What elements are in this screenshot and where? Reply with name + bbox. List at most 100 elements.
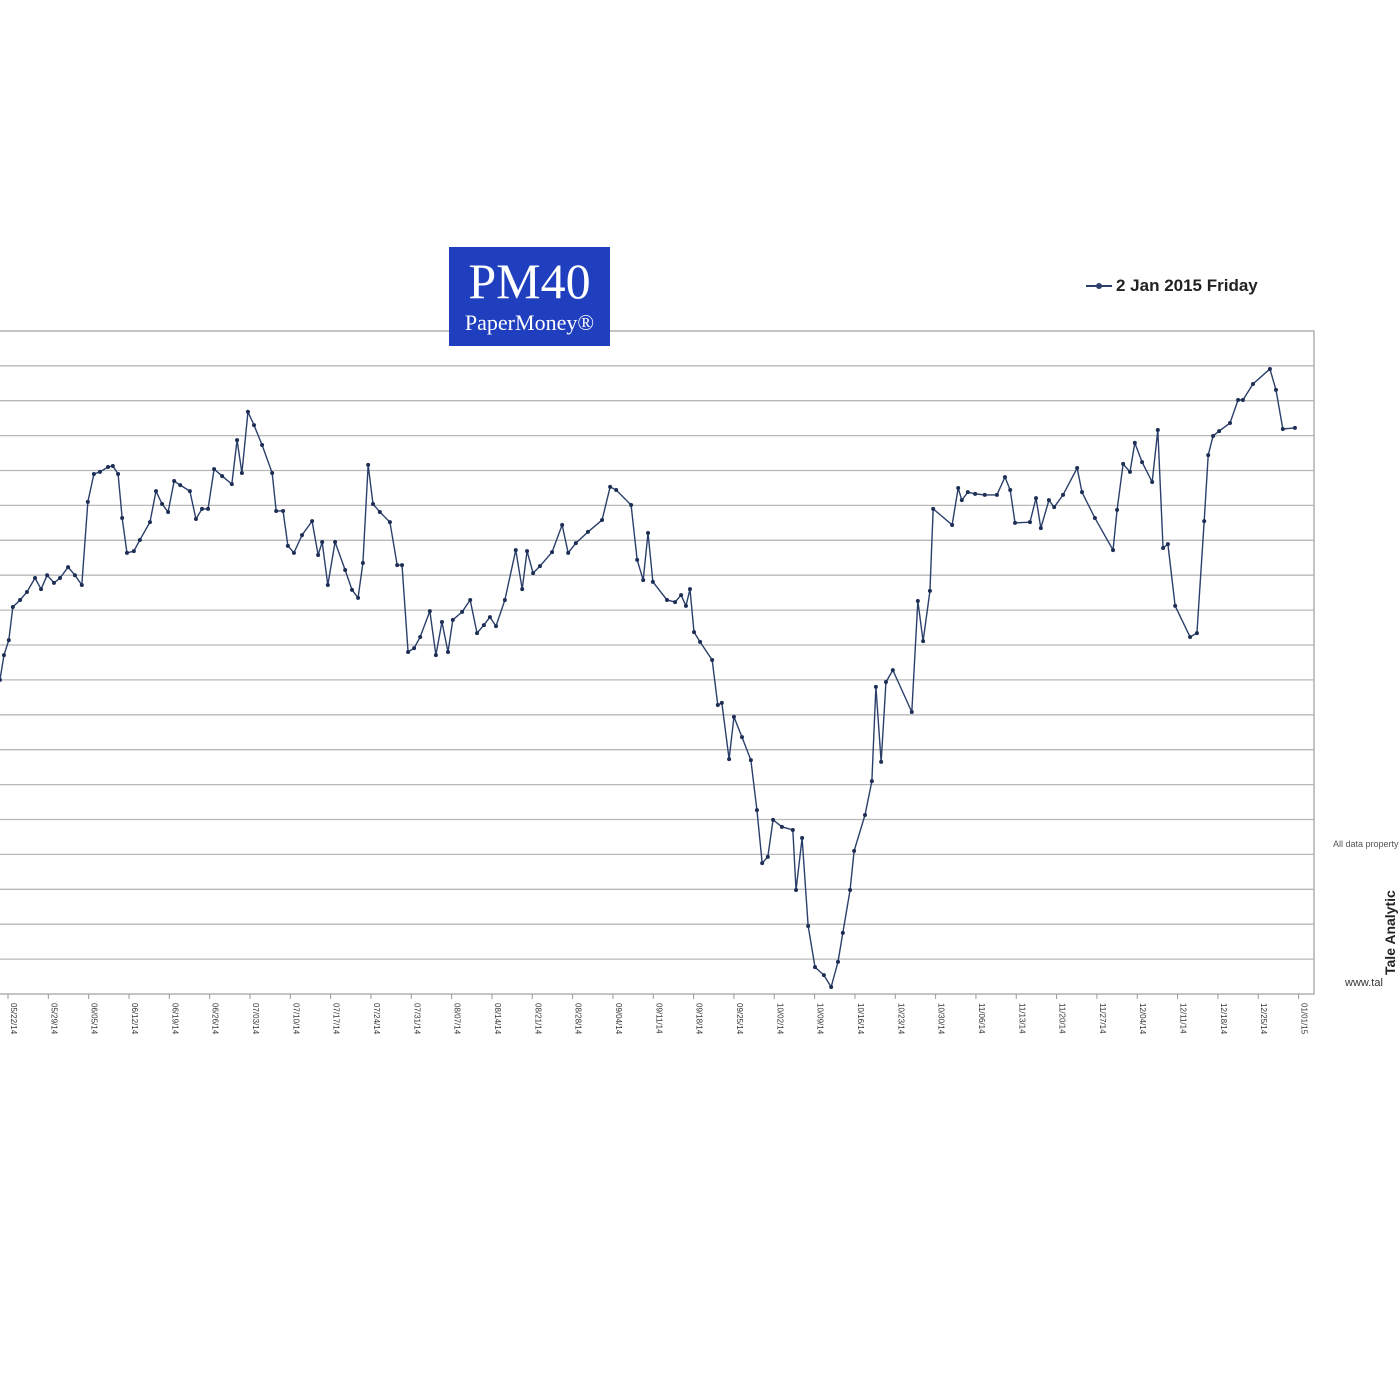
data-point: [400, 563, 405, 568]
data-point: [715, 703, 720, 708]
data-point: [635, 557, 640, 562]
x-tick-label: 12/25/14: [1259, 1003, 1268, 1035]
data-point: [525, 549, 530, 554]
data-point: [51, 580, 56, 585]
data-point: [727, 757, 732, 762]
data-point: [260, 443, 265, 448]
data-point: [356, 595, 361, 600]
x-tick-label: 05/22/14: [9, 1003, 18, 1035]
data-point: [154, 489, 159, 494]
data-point: [475, 631, 480, 636]
x-tick-label: 01/01/15: [1300, 1003, 1309, 1035]
data-point: [285, 543, 290, 548]
data-point: [629, 503, 634, 508]
data-point: [771, 817, 776, 822]
data-point: [748, 758, 753, 763]
x-tick-label: 10/23/14: [896, 1003, 905, 1035]
data-point: [1038, 526, 1043, 531]
data-point: [239, 470, 244, 475]
data-point: [852, 848, 857, 853]
data-point: [6, 638, 11, 643]
data-point: [110, 463, 115, 468]
data-point: [446, 649, 451, 654]
x-tick-label: 07/31/14: [412, 1003, 421, 1035]
data-point: [97, 469, 102, 474]
data-point: [956, 485, 961, 490]
data-point: [1061, 492, 1066, 497]
data-point: [1211, 433, 1216, 438]
data-point: [1, 653, 6, 658]
data-point: [1052, 505, 1057, 510]
data-point: [300, 533, 305, 538]
data-point: [487, 615, 492, 620]
data-point: [325, 582, 330, 587]
data-point: [116, 471, 121, 476]
x-tick-label: 06/05/14: [90, 1003, 99, 1035]
data-point: [840, 930, 845, 935]
x-tick-label: 09/04/14: [614, 1003, 623, 1035]
data-point: [193, 517, 198, 522]
data-point: [229, 482, 234, 487]
data-point: [343, 567, 348, 572]
data-point: [765, 854, 770, 859]
data-point: [427, 609, 432, 614]
data-point: [1027, 520, 1032, 525]
data-point: [915, 599, 920, 604]
data-point: [235, 438, 240, 443]
data-point: [291, 550, 296, 555]
data-point: [199, 506, 204, 511]
data-point: [433, 653, 438, 658]
x-tick-label: 07/24/14: [372, 1003, 381, 1035]
data-point: [829, 985, 834, 990]
pm40-logo: PM40 PaperMoney®: [449, 247, 610, 346]
data-point: [1075, 466, 1080, 471]
gridlines: [0, 365, 1314, 960]
data-point: [883, 679, 888, 684]
data-point: [316, 552, 321, 557]
data-point: [1250, 381, 1255, 386]
data-point: [646, 530, 651, 535]
data-point: [1267, 366, 1272, 371]
data-point: [800, 835, 805, 840]
data-point: [1194, 631, 1199, 636]
data-point: [813, 965, 818, 970]
x-tick-label: 12/04/14: [1138, 1003, 1147, 1035]
data-point: [931, 506, 936, 511]
data-point: [39, 587, 44, 592]
data-point: [1188, 634, 1193, 639]
data-point: [513, 548, 518, 553]
data-point: [641, 578, 646, 583]
data-point: [147, 520, 152, 525]
data-point: [206, 506, 211, 511]
x-tick-label: 06/12/14: [130, 1003, 139, 1035]
data-point: [560, 522, 565, 527]
data-point: [245, 409, 250, 414]
data-point: [873, 684, 878, 689]
data-point: [187, 489, 192, 494]
data-point: [166, 510, 171, 515]
data-point: [585, 529, 590, 534]
data-point: [1121, 461, 1126, 466]
data-point: [0, 677, 2, 682]
data-point: [1202, 519, 1207, 524]
data-point: [719, 700, 724, 705]
data-point: [387, 520, 392, 525]
data-point: [863, 812, 868, 817]
x-tick-label: 10/02/14: [775, 1003, 784, 1035]
data-point: [274, 508, 279, 513]
data-point: [731, 714, 736, 719]
data-point: [310, 519, 315, 524]
data-point: [573, 541, 578, 546]
data-point: [673, 600, 678, 605]
data-point: [1273, 387, 1278, 392]
data-point: [692, 630, 697, 635]
x-tick-label: 12/18/14: [1219, 1003, 1228, 1035]
data-point: [212, 467, 217, 472]
data-point: [683, 603, 688, 608]
data-point: [1111, 548, 1116, 553]
data-point: [1240, 398, 1245, 403]
data-point: [1292, 425, 1297, 430]
data-point: [760, 861, 765, 866]
data-point: [178, 483, 183, 488]
data-point: [790, 827, 795, 832]
